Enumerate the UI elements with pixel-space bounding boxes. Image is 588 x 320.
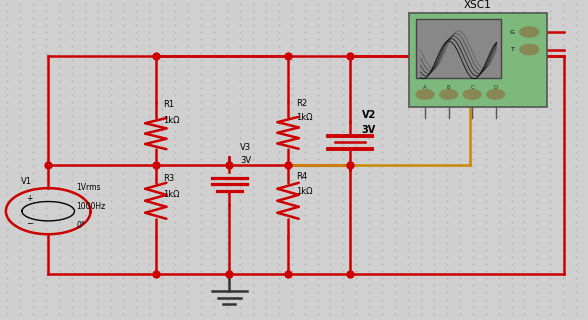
Text: B: B	[447, 85, 450, 90]
Text: V1: V1	[21, 177, 32, 186]
Text: A: A	[423, 85, 427, 90]
Text: XSC1: XSC1	[464, 0, 492, 10]
Text: T: T	[510, 47, 514, 52]
Circle shape	[440, 90, 457, 99]
Text: 3V: 3V	[240, 156, 251, 165]
Text: R1: R1	[163, 100, 175, 109]
Text: V2: V2	[362, 110, 376, 120]
Circle shape	[416, 90, 434, 99]
Text: 3V: 3V	[362, 125, 376, 135]
Text: 0°: 0°	[76, 221, 85, 230]
Text: +: +	[26, 194, 32, 203]
Text: 1Vrms: 1Vrms	[76, 183, 101, 192]
FancyBboxPatch shape	[409, 13, 547, 107]
Text: C: C	[470, 85, 474, 90]
Circle shape	[520, 27, 539, 37]
Text: −: −	[26, 220, 33, 228]
Text: 1kΩ: 1kΩ	[296, 113, 312, 122]
Circle shape	[463, 90, 481, 99]
Text: R2: R2	[296, 99, 307, 108]
Text: 1kΩ: 1kΩ	[163, 116, 180, 125]
FancyBboxPatch shape	[416, 19, 502, 78]
Text: 1kΩ: 1kΩ	[296, 187, 312, 196]
Text: 1000Hz: 1000Hz	[76, 202, 106, 211]
Text: G: G	[510, 29, 514, 35]
Text: R4: R4	[296, 172, 307, 181]
Text: 1kΩ: 1kΩ	[163, 190, 180, 199]
Text: V3: V3	[240, 143, 251, 152]
Circle shape	[520, 44, 539, 55]
Text: D: D	[493, 85, 498, 90]
Text: R3: R3	[163, 174, 175, 183]
Circle shape	[487, 90, 505, 99]
